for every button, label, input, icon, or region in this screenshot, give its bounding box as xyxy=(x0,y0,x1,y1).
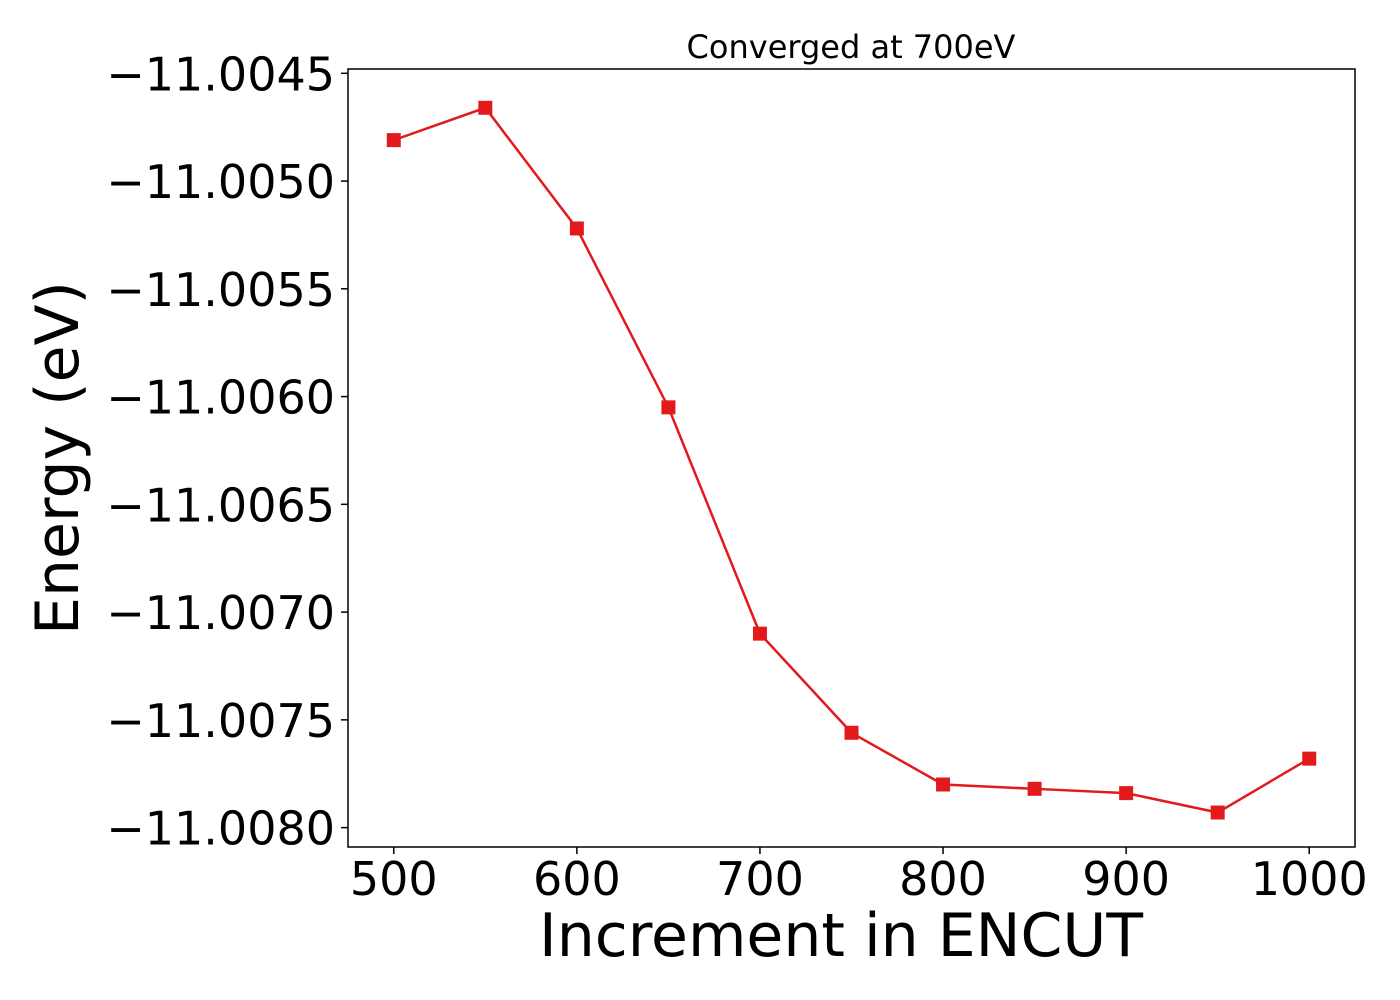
data-point xyxy=(1210,805,1225,820)
x-tick-label: 1000 xyxy=(1251,852,1368,906)
x-tick-label: 500 xyxy=(350,852,438,906)
y-axis-title: Energy (eV) xyxy=(23,281,93,635)
series-layer xyxy=(386,100,1317,820)
y-tick-label: −11.0060 xyxy=(106,371,335,425)
x-tick-label: 600 xyxy=(533,852,621,906)
data-point xyxy=(569,221,584,236)
chart-title: Converged at 700eV xyxy=(687,28,1016,66)
data-point xyxy=(1119,786,1134,801)
data-point xyxy=(936,777,951,792)
plot-frame xyxy=(347,68,1356,848)
x-tick-label: 700 xyxy=(716,852,804,906)
data-point xyxy=(386,133,401,148)
y-tick-label: −11.0055 xyxy=(106,263,335,317)
plot-background xyxy=(348,69,1355,847)
y-tick-label: −11.0045 xyxy=(106,47,335,101)
x-tick-label: 900 xyxy=(1082,852,1170,906)
data-point xyxy=(661,400,676,415)
x-axis-title: Increment in ENCUT xyxy=(539,901,1143,971)
data-point xyxy=(752,626,767,641)
data-point xyxy=(478,100,493,115)
y-tick-label: −11.0080 xyxy=(106,802,335,856)
data-point xyxy=(1027,781,1042,796)
y-tick-label: −11.0065 xyxy=(106,478,335,532)
y-tick-label: −11.0050 xyxy=(106,155,335,209)
data-point xyxy=(1302,751,1317,766)
y-tick-label: −11.0075 xyxy=(106,694,335,748)
data-point xyxy=(844,725,859,740)
x-tick-label: 800 xyxy=(899,852,987,906)
y-axis-ticks: −11.0045 −11.0050 −11.0055 −11.0060 −11.0065… xyxy=(106,47,348,856)
y-tick-label: −11.0070 xyxy=(106,586,335,640)
x-axis-ticks: 500 600 700 800 900 1000 xyxy=(350,847,1368,906)
